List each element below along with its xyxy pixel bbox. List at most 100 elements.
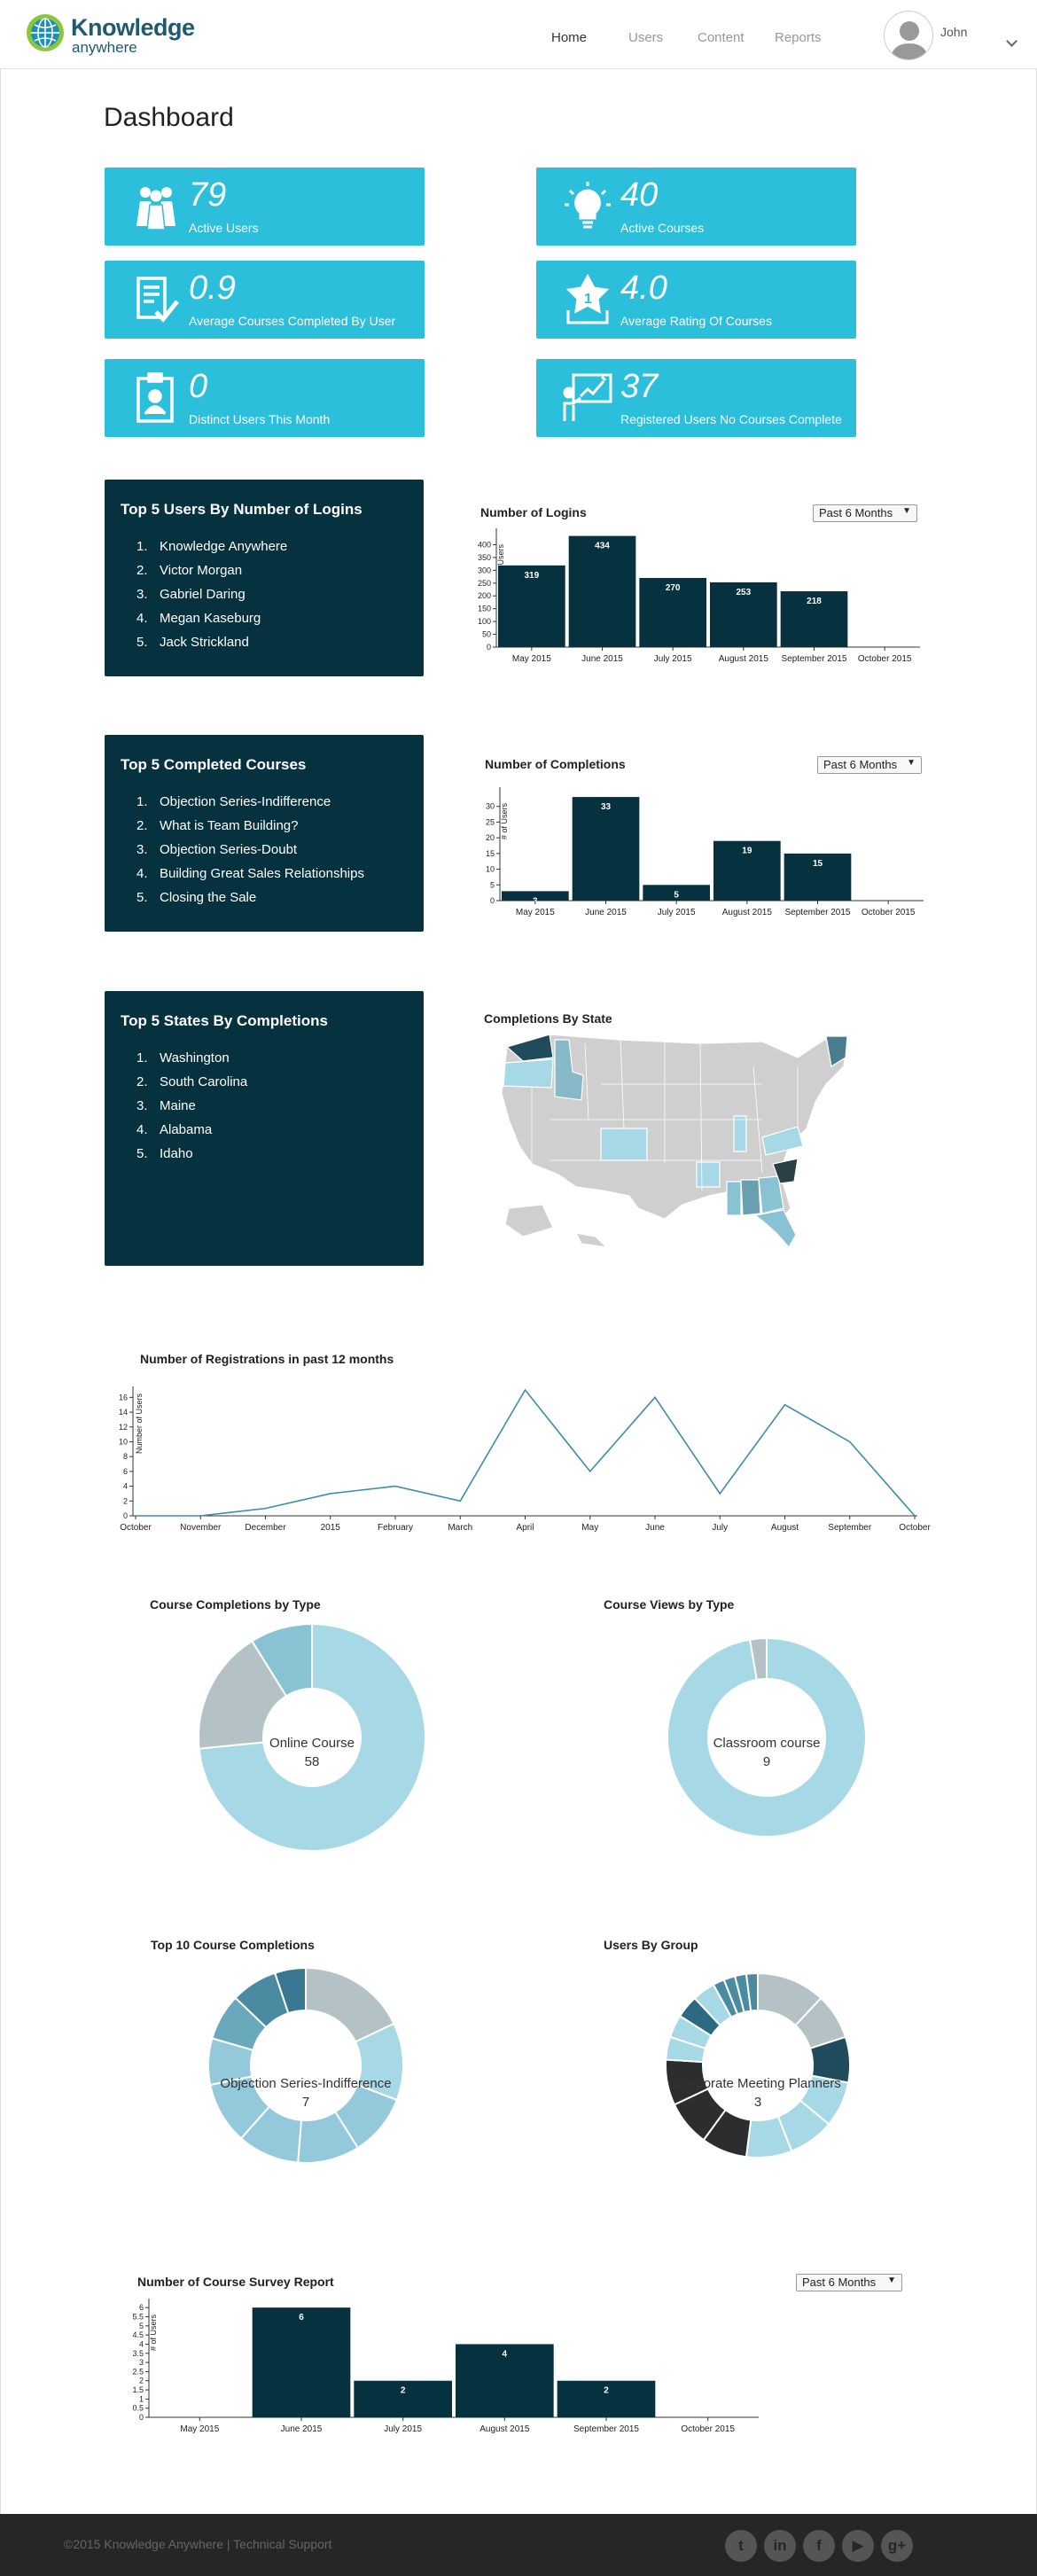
donut-slice [198, 1622, 426, 1852]
list-item: 4. Building Great Sales Relationships [136, 866, 364, 881]
top10-completions-donut[interactable] [199, 1959, 412, 2172]
map-region-arkansas [696, 1161, 721, 1188]
bar [568, 535, 636, 647]
stat-card-active-courses[interactable]: 40 Active Courses [536, 168, 856, 246]
users-by-group-donut[interactable] [651, 1959, 864, 2172]
y-tick-label: 3.5 [132, 2349, 144, 2358]
donut-center-label: Corporate Meeting Planners 3 [674, 2076, 841, 2110]
dropdown-arrow-icon: ▼ [902, 506, 911, 516]
x-tick-label: November [180, 1523, 222, 1533]
chart-title-top10: Top 10 Course Completions [151, 1938, 315, 1952]
lightbulb-icon [565, 182, 611, 229]
x-tick-label: May 2015 [512, 654, 551, 664]
list-item: 4. Alabama [136, 1122, 213, 1137]
data-label: 2 [401, 2386, 406, 2396]
stat-card-active-users[interactable]: 79 Active Users [105, 168, 425, 246]
list-item: 1. Objection Series-Indifference [136, 794, 331, 809]
google-plus-icon[interactable]: g+ [881, 2530, 913, 2562]
range-select-logins[interactable]: Past 6 Months ▼ [813, 504, 917, 522]
y-tick-label: 2.5 [132, 2367, 144, 2376]
y-tick-label: 12 [119, 1423, 128, 1432]
completions-by-type-donut[interactable] [197, 1622, 427, 1853]
map-region-alaska [504, 1204, 554, 1237]
brand-tagline[interactable]: anywhere [72, 39, 137, 56]
data-label: 4 [503, 2349, 508, 2359]
x-tick-label: October [899, 1523, 931, 1533]
avatar[interactable] [884, 11, 933, 60]
nav-home[interactable]: Home [551, 30, 588, 45]
list-item: 4. Megan Kaseburg [136, 611, 261, 626]
map-region-georgia [758, 1175, 784, 1214]
us-completions-map[interactable] [496, 1031, 851, 1248]
footer-copyright[interactable]: ©2015 Knowledge Anywhere | Technical Sup… [64, 2537, 332, 2551]
list-item: 2. South Carolina [136, 1074, 248, 1089]
top-courses-list: 1. Objection Series-Indifference 2. What i… [121, 790, 408, 909]
x-tick-label: October 2015 [862, 908, 916, 917]
range-select-completions[interactable]: Past 6 Months ▼ [817, 756, 922, 774]
brand-name[interactable]: Knowledge [71, 14, 195, 41]
y-tick-label: 0 [490, 896, 495, 905]
youtube-icon[interactable]: ▶ [842, 2530, 874, 2562]
x-tick-label: October [120, 1523, 152, 1533]
y-tick-label: 0 [487, 643, 491, 652]
data-label: 319 [524, 571, 539, 581]
donut-slice [745, 1971, 759, 2012]
x-tick-label: August 2015 [722, 908, 773, 917]
y-axis-label: # of Users [149, 2314, 158, 2352]
top-users-panel: Top 5 Users By Number of Logins 1. Knowle… [105, 480, 424, 676]
y-tick-label: 300 [478, 566, 491, 574]
map-region-colorado [600, 1128, 648, 1161]
nav-users[interactable]: Users [628, 30, 664, 45]
data-label: 270 [666, 583, 681, 593]
stat-card-distinct-users[interactable]: 0 Distinct Users This Month [105, 359, 425, 437]
donut-slice [250, 1622, 313, 1698]
y-tick-label: 3 [139, 2358, 144, 2367]
twitter-icon[interactable]: t [725, 2530, 757, 2562]
donut-center-label: Online Course 58 [269, 1736, 355, 1769]
chart-title-completions-by-type: Course Completions by Type [150, 1597, 321, 1612]
views-by-type-donut[interactable] [651, 1622, 882, 1853]
donut-slice [748, 1636, 768, 1682]
bar [502, 891, 569, 901]
map-region-idaho [554, 1039, 584, 1101]
map-region-alabama [740, 1179, 761, 1216]
stat-label: Active Users [189, 221, 259, 235]
y-axis-label: Users [496, 544, 505, 566]
linkedin-icon[interactable]: in [764, 2530, 796, 2562]
y-tick-label: 4 [139, 2339, 144, 2348]
stat-card-no-courses-complete[interactable]: 37 Registered Users No Courses Complete [536, 359, 856, 437]
y-tick-label: 400 [478, 540, 491, 549]
series-line [136, 1388, 916, 1517]
x-tick-label: May 2015 [516, 908, 555, 917]
x-tick-label: June 2015 [281, 2424, 323, 2434]
id-badge-icon [136, 372, 174, 423]
stat-card-avg-rating[interactable]: 1 4.0 Average Rating Of Courses [536, 261, 856, 339]
x-tick-label: March [448, 1523, 472, 1533]
bar [710, 582, 777, 647]
y-tick-label: 10 [119, 1437, 128, 1446]
y-tick-label: 5 [139, 2322, 144, 2330]
y-tick-label: 150 [478, 605, 491, 613]
star-trophy-icon: 1 [565, 273, 610, 324]
facebook-icon[interactable]: f [803, 2530, 835, 2562]
chart-title-registrations: Number of Registrations in past 12 month… [140, 1352, 394, 1366]
list-item: 3. Gabriel Daring [136, 587, 246, 602]
user-name[interactable]: John [940, 25, 968, 39]
y-tick-label: 4.5 [132, 2330, 144, 2339]
range-select-survey[interactable]: Past 6 Months ▼ [796, 2274, 902, 2291]
x-tick-label: May [581, 1523, 598, 1533]
bar [354, 2380, 452, 2417]
nav-content[interactable]: Content [698, 30, 745, 45]
globe-logo-icon[interactable] [25, 12, 66, 53]
y-tick-label: 0 [123, 1511, 128, 1520]
stat-card-avg-completed[interactable]: 0.9 Average Courses Completed By User [105, 261, 425, 339]
chevron-down-icon[interactable] [1006, 35, 1018, 47]
donut-slice [273, 1966, 307, 2015]
map-region-mississippi [726, 1181, 742, 1216]
y-tick-label: 1.5 [132, 2385, 144, 2394]
x-tick-label: June 2015 [581, 654, 623, 664]
nav-reports[interactable]: Reports [775, 30, 822, 45]
y-tick-label: 2 [123, 1496, 128, 1505]
